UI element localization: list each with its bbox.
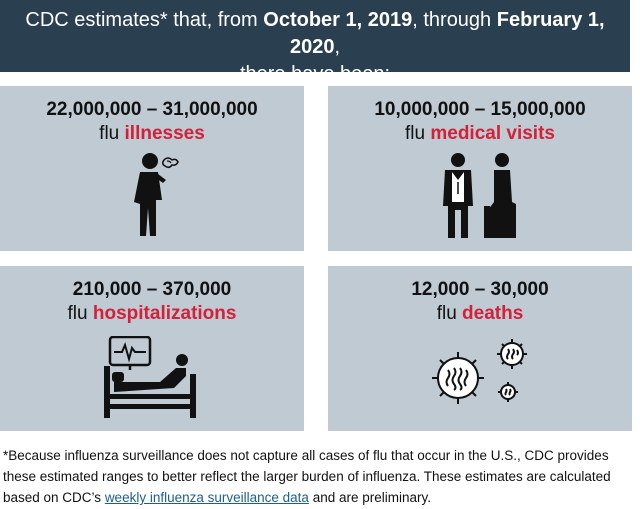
header-start-date: October 1, 2019	[263, 9, 413, 31]
surveillance-data-link[interactable]: weekly influenza surveillance data	[104, 490, 309, 505]
medical-visits-prefix: flu	[405, 123, 431, 144]
illnesses-range: 22,000,000 – 31,000,000	[46, 99, 258, 120]
header-end-date: February 1, 2020	[289, 9, 605, 58]
footnote-text: *Because influenza surveillance does not…	[3, 448, 611, 505]
deaths-range: 12,000 – 30,000	[411, 279, 549, 300]
hospitalizations-highlight: hospitalizations	[92, 303, 237, 324]
card-hospitalizations: 210,000 – 370,000 flu hospitalizations	[0, 266, 304, 431]
deaths-prefix: flu	[436, 303, 463, 324]
illnesses-prefix: flu	[99, 123, 125, 144]
illnesses-highlight: illnesses	[124, 123, 205, 144]
footnote-text-end: and are preliminary.	[308, 490, 431, 505]
medical-visits-label: flu medical visits	[328, 122, 632, 146]
deaths-label: flu deaths	[328, 302, 632, 326]
header-middle: , through	[412, 9, 497, 31]
hospitalizations-prefix: flu	[67, 303, 93, 324]
deaths-highlight: deaths	[462, 303, 524, 324]
hospitalizations-range: 210,000 – 370,000	[72, 279, 232, 300]
footnote: *Because influenza surveillance does not…	[3, 445, 633, 508]
medical-visits-range: 10,000,000 – 15,000,000	[374, 99, 586, 120]
header-suffix: ,	[334, 36, 341, 58]
card-deaths: 12,000 – 30,000 flu deaths	[328, 266, 632, 431]
virus-icon	[432, 339, 527, 404]
header-prefix: CDC estimates* that, from	[25, 9, 264, 31]
hospital-bed-icon	[104, 336, 196, 418]
card-illnesses: 22,000,000 – 31,000,000 flu illnesses	[0, 86, 304, 251]
header-banner: CDC estimates* that, from October 1, 201…	[0, 0, 630, 85]
medical-visits-highlight: medical visits	[430, 123, 555, 144]
header-line2: there have been:	[239, 63, 391, 85]
illnesses-label: flu illnesses	[0, 122, 304, 146]
hospitalizations-label: flu hospitalizations	[0, 302, 304, 326]
header-line1: CDC estimates* that, from October 1, 201…	[0, 7, 630, 61]
sick-person-icon	[134, 153, 179, 236]
card-medical-visits: 10,000,000 – 15,000,000 flu medical visi…	[328, 86, 632, 251]
doctor-patient-icon	[443, 153, 516, 238]
